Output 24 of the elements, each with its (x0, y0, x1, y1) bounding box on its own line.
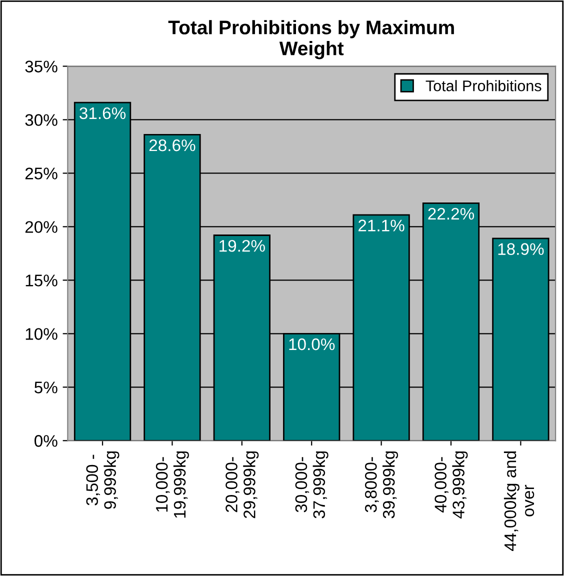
x-tick-label: 44,000kg and over (504, 451, 534, 551)
x-tick-label: 3,500 - 9,999kg (86, 451, 120, 509)
data-label: 31.6% (80, 107, 126, 120)
y-tick-label: 35% (25, 60, 58, 72)
data-label: 22.2% (428, 208, 474, 220)
x-tick-label: 40,000- 43,999kg (434, 451, 468, 519)
x-tick-label: 10,000- 19,999kg (156, 451, 189, 518)
data-label: 19.2% (220, 240, 265, 252)
y-tick-label: 10% (26, 328, 58, 340)
legend-label: Total Prohibitions (426, 80, 542, 92)
y-tick-label: 5% (34, 382, 58, 394)
y-tick-label: 20% (25, 221, 58, 233)
x-tick-label: 20,000- 29,999kg (226, 451, 259, 518)
x-tick-label: 30,000- 37,999kg (295, 451, 328, 518)
data-label: 21.1% (358, 220, 404, 232)
x-tick-label: 3,8000- 39,999kg (365, 451, 398, 518)
data-label: 10.0% (289, 338, 335, 350)
y-tick-label: 30% (25, 114, 58, 126)
data-label: 28.6% (149, 139, 196, 152)
y-tick-label: 0% (34, 435, 58, 447)
y-tick-label: 25% (25, 168, 58, 180)
y-tick-label: 15% (26, 274, 58, 286)
data-label: 18.9% (498, 243, 544, 255)
chart-title: Total Prohibitions by Maximum Weight (168, 20, 454, 60)
